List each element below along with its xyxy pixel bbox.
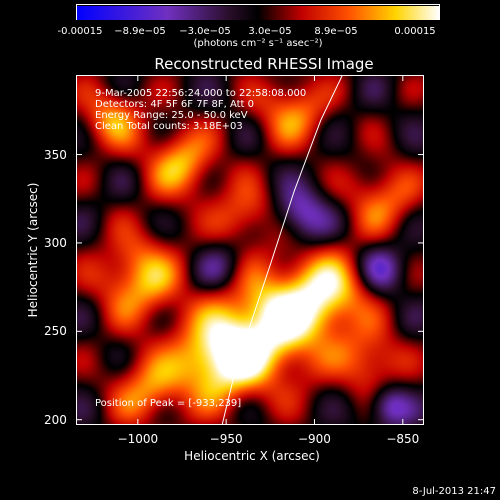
peak-position-label: Position of Peak = [-933,239] [95,398,242,409]
x-tick-label: −900 [297,432,331,446]
x-tick-label: −850 [386,432,420,446]
plot-area: 9-Mar-2005 22:56:24.000 to 22:58:08.000 … [76,75,424,425]
info-time-range: 9-Mar-2005 22:56:24.000 to 22:58:08.000 [95,88,307,99]
x-axis-label: Heliocentric X (arcsec) [184,449,320,463]
colorbar-tick-label: -0.00015 [57,26,103,37]
info-energy-range: Energy Range: 25.0 - 50.0 keV [95,110,248,121]
limb-curve [221,76,343,424]
y-tick-label: 200 [44,412,67,427]
info-detectors: Detectors: 4F 5F 6F 7F 8F, Att 0 [95,99,255,110]
x-tick-label: −950 [209,432,243,446]
colorbar-tick-label: 0.00015 [394,26,436,37]
colorbar-tick-label: 8.9e−05 [314,26,358,37]
info-clean-counts: Clean Total counts: 3.18E+03 [95,121,243,132]
colorbar-units: (photons cm⁻² s⁻¹ asec⁻²) [193,38,323,49]
y-tick-label: 250 [44,324,67,339]
colorbar-gradient [77,6,439,20]
x-tick-label: −1000 [117,432,159,446]
colorbar-tick-label: −8.9e−05 [114,26,166,37]
y-tick-label: 300 [44,235,67,250]
y-axis-label: Heliocentric Y (arcsec) [26,182,40,318]
colorbar-tick-label: −3.0e−05 [179,26,231,37]
colorbar-tick-label: 3.0e−05 [248,26,292,37]
solar-limb-line [221,76,343,424]
heatmap-image [77,76,423,424]
timestamp: 8-Jul-2013 21:47 [412,486,496,497]
y-tick-label: 350 [44,147,67,162]
chart-title: Reconstructed RHESSI Image [154,55,374,73]
colorbar [76,4,440,20]
